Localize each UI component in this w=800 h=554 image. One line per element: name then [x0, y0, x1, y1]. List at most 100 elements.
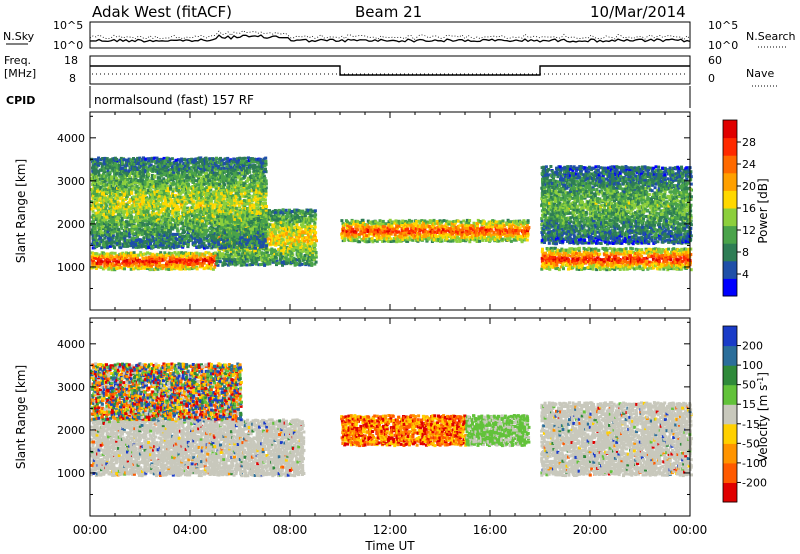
freq-tick-top: 18	[64, 54, 78, 67]
echo-cell	[443, 219, 446, 222]
echo-cell	[371, 237, 374, 240]
echo-cell	[280, 246, 283, 249]
echo-cell	[603, 252, 606, 255]
echo-cell	[385, 222, 388, 225]
echo-cell	[640, 248, 643, 251]
noise-panel: N.Sky 10^5 10^0 10^5 10^0 N.Search	[3, 19, 796, 52]
echo-cell	[314, 209, 317, 212]
echo-cell	[340, 219, 343, 222]
noise-left-label: N.Sky	[3, 30, 35, 43]
echo-cell	[162, 255, 165, 258]
echo-cell	[203, 262, 206, 265]
echo-cell	[382, 220, 385, 223]
noise-right-label: N.Search	[746, 30, 796, 43]
echo-cell	[619, 268, 622, 271]
echo-cell	[567, 254, 570, 257]
echo-cell	[636, 266, 639, 269]
echo-cell	[526, 239, 529, 242]
echo-cell	[287, 215, 290, 218]
echo-cell	[277, 242, 280, 245]
echo-cell	[428, 225, 431, 228]
echo-cell	[597, 249, 600, 252]
echo-cell	[310, 262, 313, 265]
echo-cell	[456, 236, 459, 239]
echo-cell	[575, 248, 578, 251]
echo-cell	[496, 236, 499, 239]
echo-cell	[155, 258, 158, 261]
echo-cell	[401, 220, 404, 223]
echo-cell	[298, 259, 301, 262]
nave-tick-top: 60	[708, 54, 722, 67]
noise-panel-frame	[90, 22, 690, 48]
echo-cell	[158, 262, 161, 265]
echo-cell	[558, 268, 561, 271]
echo-cell	[559, 252, 562, 255]
echo-cell	[246, 252, 249, 255]
echo-cell	[455, 240, 458, 243]
echo-cell	[232, 250, 235, 253]
nave-tick-bottom: 0	[708, 72, 715, 85]
echo-cell	[625, 247, 628, 250]
echo-cell	[521, 240, 524, 243]
echo-cell	[313, 242, 316, 245]
echo-cell	[142, 257, 145, 260]
echo-cell	[313, 221, 316, 224]
echo-cell	[390, 225, 393, 228]
echo-cell	[351, 228, 354, 231]
echo-cell	[304, 254, 307, 257]
echo-cell	[185, 253, 188, 256]
echo-cell	[517, 232, 520, 235]
echo-cell	[598, 253, 601, 256]
echo-cell	[314, 231, 317, 234]
echo-cell	[437, 229, 440, 232]
nave-label: Nave	[746, 67, 774, 80]
echo-cell	[196, 267, 199, 270]
echo-cell	[638, 265, 641, 268]
echo-cell	[519, 221, 522, 224]
echo-cell	[527, 219, 530, 222]
echo-cell	[214, 252, 217, 255]
echo-cell	[620, 253, 623, 256]
echo-cell	[213, 266, 216, 269]
echo-cell	[255, 263, 258, 266]
echo-cell	[246, 260, 249, 263]
echo-cell	[114, 252, 117, 255]
echo-cell	[468, 219, 471, 222]
echo-cell	[196, 255, 199, 258]
echo-cell	[608, 268, 611, 271]
echo-cell	[567, 258, 570, 261]
echo-cell	[473, 222, 476, 225]
echo-cell	[460, 221, 463, 224]
echo-cell	[584, 267, 587, 270]
echo-cell	[195, 252, 198, 255]
date-title: 10/Mar/2014	[590, 3, 686, 21]
cpid-label: CPID	[6, 94, 35, 107]
echo-cell	[280, 252, 283, 255]
echo-cell	[130, 252, 133, 255]
freq-tick-bottom: 8	[69, 72, 76, 85]
echo-cell	[310, 225, 313, 228]
echo-cell	[291, 210, 294, 213]
echo-cell	[587, 266, 590, 269]
noise-left-tick-top: 10^5	[53, 19, 83, 32]
echo-cell	[315, 261, 318, 264]
echo-cell	[524, 221, 527, 224]
echo-cell	[378, 222, 381, 225]
echo-cell	[562, 267, 565, 270]
echo-cell	[502, 220, 505, 223]
echo-cell	[163, 251, 166, 254]
echo-cell	[519, 226, 522, 229]
freq-label-top: Freq.	[4, 54, 31, 67]
echo-cell	[315, 254, 318, 257]
cpid-text: normalsound (fast) 157 RF	[94, 93, 254, 107]
cpid-panel: CPID normalsound (fast) 157 RF	[6, 86, 690, 108]
echo-cell	[605, 247, 608, 250]
echo-cell	[296, 223, 299, 226]
echo-cell	[166, 260, 169, 263]
echo-cell	[278, 231, 281, 234]
echo-cell	[465, 238, 468, 241]
echo-cell	[441, 224, 444, 227]
echo-cell	[314, 248, 317, 251]
echo-cell	[117, 260, 120, 263]
